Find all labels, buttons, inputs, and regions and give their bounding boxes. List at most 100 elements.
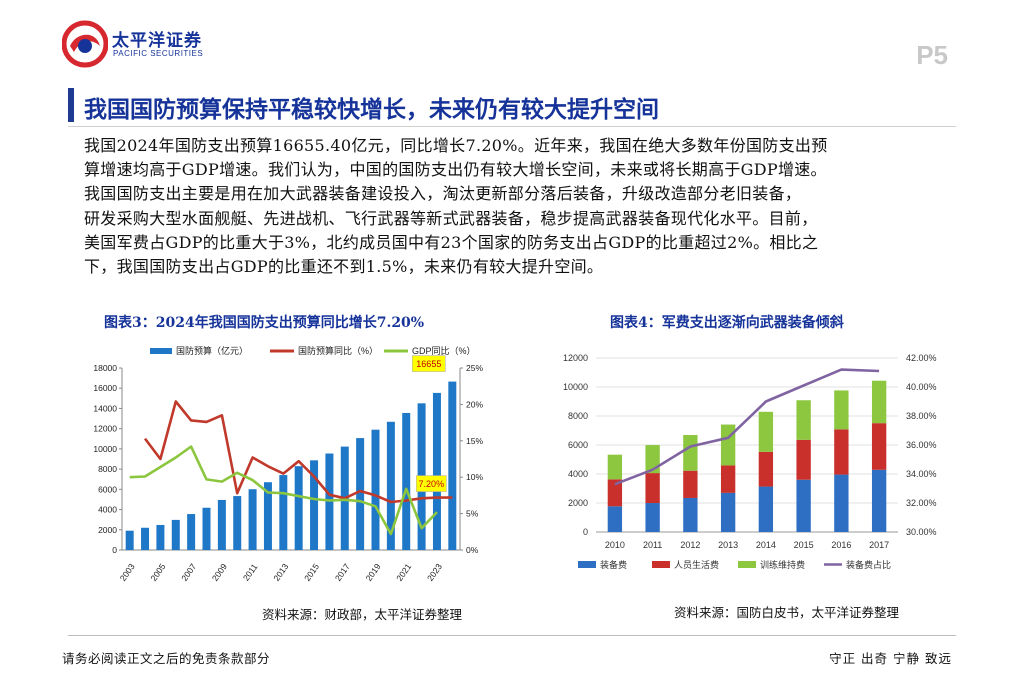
legend-swatch-equipment — [578, 561, 596, 568]
x-axis-tick-label: 2015 — [794, 540, 814, 550]
military-spending-chart: 0 2000 4000 6000 8000 10000 12000 30.00% 32.00% 3… — [563, 353, 937, 570]
logo-company-name: 太平洋证券 — [112, 31, 202, 51]
legend-label-equipment: 装备费 — [600, 559, 627, 570]
equipment-bar-segment — [720, 492, 736, 532]
budget-bar — [187, 514, 196, 550]
personnel-bar-segment — [683, 470, 698, 498]
right-axis-tick-label: 20% — [466, 399, 483, 409]
x-axis-tick-label: 2015 — [302, 561, 321, 582]
left-axis-tick-label: 2000 — [98, 525, 117, 535]
budget-bar — [156, 524, 165, 550]
logo-mark-icon — [62, 20, 108, 68]
left-axis-tick-label: 4000 — [568, 469, 588, 479]
right-axis-tick-label: 32.00% — [906, 498, 937, 508]
paragraph-line: 算增速均高于GDP增速。我们认为，中国的国防支出仍有较大增长空间，未来或将长期高… — [84, 160, 827, 180]
x-axis-tick-label: 2013 — [271, 561, 290, 582]
right-axis-tick-label: 25% — [466, 363, 483, 373]
budget-bar — [202, 507, 211, 550]
budget-bar — [125, 530, 134, 550]
x-axis-tick-label: 2003 — [118, 561, 137, 582]
budget-bar — [263, 482, 272, 550]
right-axis-tick-label: 0% — [466, 545, 479, 555]
right-axis-tick-label: 34.00% — [906, 469, 937, 479]
x-axis-tick-label: 2012 — [680, 540, 700, 550]
training-bar-segment — [796, 400, 811, 440]
personnel-bar-segment — [720, 465, 736, 493]
body-paragraph: 我国2024年国防支出预算16655.40亿元，同比增长7.20%。近年来，我国… — [84, 134, 974, 279]
left-axis-tick-label: 16000 — [93, 383, 117, 393]
paragraph-line: 研发采购大型水面舰艇、先进战机、飞行武器等新式武器装备，稳步提高武器装备现代化水… — [84, 208, 818, 228]
x-axis-tick-label: 2005 — [148, 561, 167, 582]
title-divider — [68, 126, 956, 127]
x-axis-tick-label: 2011 — [643, 540, 662, 550]
left-axis-tick-label: 4000 — [98, 505, 117, 515]
left-axis-tick-label: 6000 — [98, 484, 117, 494]
budget-callout-label: 16655 — [416, 359, 441, 369]
right-axis-tick-label: 40.00% — [906, 382, 937, 392]
legend-swatch-budget — [150, 348, 172, 354]
growth-callout-box — [416, 475, 447, 492]
left-axis-tick-label: 8000 — [98, 464, 117, 474]
page-title: 我国国防预算保持平稳较快增长，未来仍有较大提升空间 — [84, 97, 659, 123]
left-axis-tick-label: 6000 — [568, 440, 588, 450]
x-axis-tick-label: 2009 — [210, 561, 229, 582]
left-axis-tick-label: 8000 — [568, 411, 588, 421]
right-axis-tick-label: 15% — [466, 436, 483, 446]
equipment-bar-segment — [645, 503, 660, 532]
legend-label-budget: 国防预算（亿元） — [176, 345, 248, 356]
right-axis-tick-label: 38.00% — [906, 411, 937, 421]
training-bar-segment — [871, 380, 887, 424]
x-axis-tick-label: 2007 — [179, 561, 198, 582]
left-axis-tick-label: 2000 — [568, 498, 588, 508]
x-axis-tick-label: 2017 — [869, 540, 889, 550]
left-axis-tick-label: 12000 — [563, 353, 588, 363]
left-axis-tick-label: 0 — [583, 527, 588, 537]
figure3-source: 资料来源：财政部，太平洋证券整理 — [262, 607, 463, 622]
growth-callout-label: 7.20% — [419, 479, 445, 489]
equipment-bar-segment — [683, 497, 698, 532]
budget-bar — [356, 438, 365, 550]
company-logo: 太平洋证券 PACIFIC SECURITIES — [62, 14, 212, 74]
legend-label-personnel: 人员生活费 — [674, 559, 719, 570]
paragraph-line: 我国2024年国防支出预算16655.40亿元，同比增长7.20%。近年来，我国… — [84, 136, 828, 155]
budget-bar — [279, 475, 288, 550]
budget-bar — [371, 429, 380, 550]
personnel-bar-segment — [834, 429, 849, 475]
left-axis-tick-label: 14000 — [93, 403, 117, 413]
budget-bar — [294, 466, 303, 550]
right-axis-tick-label: 42.00% — [906, 353, 937, 363]
equipment-bar-segment — [871, 469, 887, 532]
x-axis-tick-label: 2019 — [364, 561, 383, 582]
budget-bar — [448, 381, 457, 550]
x-axis-tick-label: 2023 — [425, 561, 444, 582]
figure4-title: 图表4：军费支出逐渐向武器装备倾斜 — [610, 315, 844, 331]
footer-divider — [68, 635, 956, 636]
equipment-bar-segment — [834, 474, 849, 532]
legend-label-training: 训练维持费 — [760, 559, 805, 570]
legend-label-equipment-share: 装备费占比 — [846, 559, 891, 570]
figure3-title: 图表3：2024年我国国防支出预算同比增长7.20% — [104, 315, 425, 331]
page-number: P5 — [916, 40, 948, 70]
x-axis-tick-label: 2011 — [241, 562, 260, 583]
personnel-bar-segment — [607, 479, 623, 507]
paragraph-line: 我国国防支出主要是用在加大武器装备建设投入，淘汰更新部分落后装备，升级改造部分老… — [84, 184, 802, 204]
equipment-bar-segment — [758, 486, 774, 532]
budget-bar — [233, 496, 242, 550]
budget-bar — [402, 412, 411, 550]
right-axis-tick-label: 36.00% — [906, 440, 937, 450]
equipment-bar-segment — [796, 479, 811, 532]
equipment-share-line — [614, 368, 880, 486]
defense-budget-chart: 国防预算（亿元） 国防预算同比（%） GDP同比（%） 0 2000 4000 6000 80… — [93, 345, 483, 583]
budget-bar — [386, 421, 395, 550]
left-axis-tick-label: 10000 — [563, 382, 588, 392]
personnel-bar-segment — [645, 473, 660, 504]
budget-bar — [217, 499, 226, 550]
training-bar-segment — [607, 454, 623, 480]
equipment-bar-segment — [607, 506, 623, 532]
budget-bar — [432, 392, 441, 550]
x-axis-tick-label: 2016 — [831, 540, 851, 550]
legend-label-gdp-yoy: GDP同比（%） — [412, 345, 476, 356]
personnel-bar-segment — [796, 439, 811, 480]
x-axis-tick-label: 2010 — [605, 540, 625, 550]
budget-bar — [248, 489, 257, 550]
